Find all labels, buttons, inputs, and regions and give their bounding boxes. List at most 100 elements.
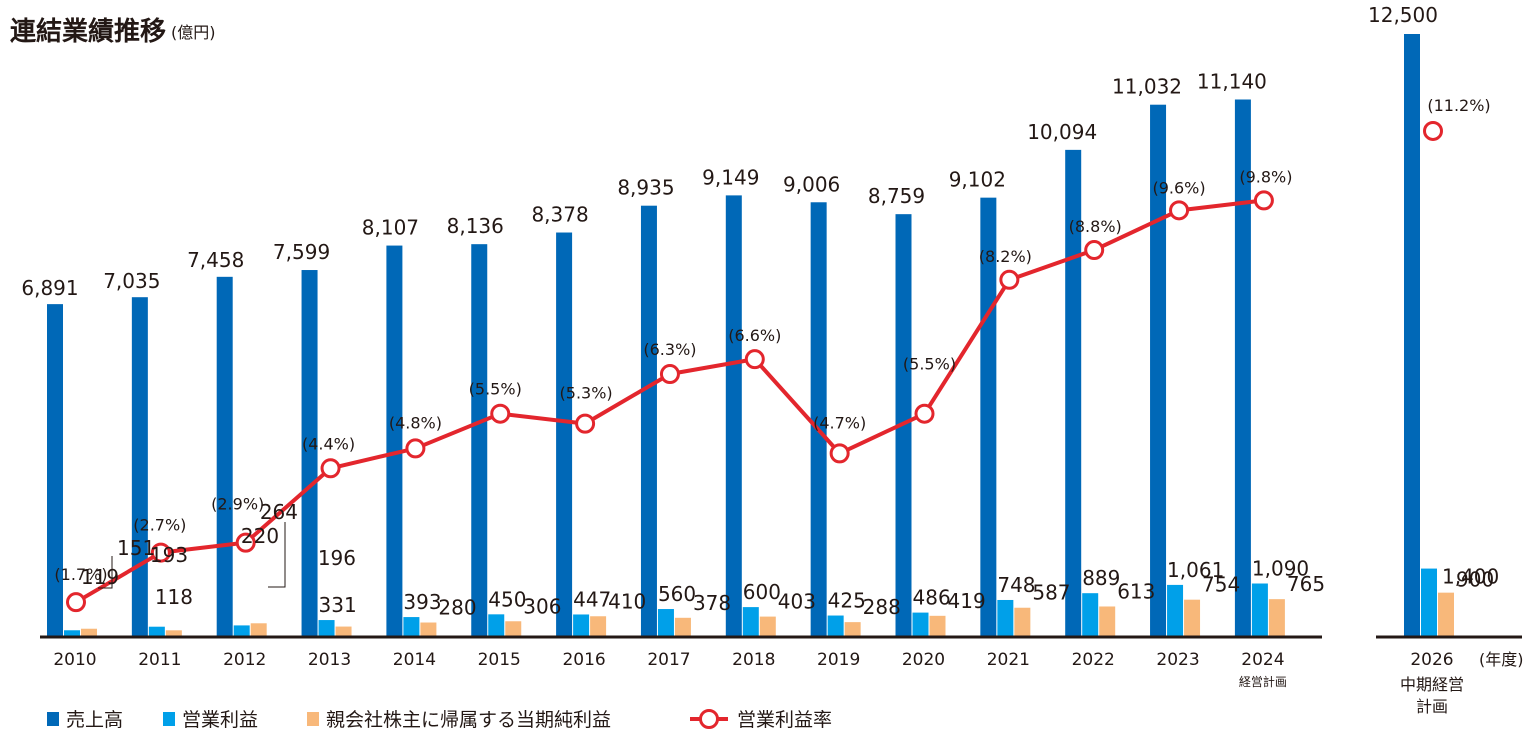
op-margin-value-label: (2.9%) <box>211 495 264 514</box>
net-income-value-label: 587 <box>1032 581 1070 605</box>
plan-sales-value-label: 12,500 <box>1368 3 1438 27</box>
sales-bar-2015 <box>471 244 488 637</box>
x-tick-label: 2013 <box>308 650 351 670</box>
sales-value-label: 7,035 <box>103 269 160 293</box>
legend-swatch-op-income <box>163 712 175 726</box>
op-margin-point <box>659 364 680 385</box>
x-tick-label: 2010 <box>53 650 96 670</box>
op-income-value-label: 1,090 <box>1252 557 1309 581</box>
net-income-bar-2014 <box>420 622 437 636</box>
net-income-value-label: 378 <box>693 591 731 615</box>
op-income-bar-2022 <box>1082 593 1099 636</box>
sales-bar-2012 <box>216 276 233 636</box>
x-tick-label: 2019 <box>817 650 860 670</box>
legend-swatch-sales <box>47 712 59 726</box>
op-margin-value-label: (6.3%) <box>643 340 696 359</box>
net-income-value-label: 196 <box>318 546 356 570</box>
legend-swatch-net-income <box>307 712 319 726</box>
net-income-bar-2019 <box>844 622 861 636</box>
op-margin-point <box>405 438 426 459</box>
x-tick-note: 経営計画 <box>1239 674 1287 689</box>
sales-bar-2014 <box>386 245 403 636</box>
op-income-value-label: 393 <box>403 590 441 614</box>
net-income-bar-2018 <box>759 616 776 636</box>
x-tick-label: 2018 <box>732 650 775 670</box>
plan-x-tick-label: 2026 <box>1410 650 1453 670</box>
net-income-bar-2020 <box>929 615 946 636</box>
sales-bar-2013 <box>301 270 318 636</box>
op-income-bar-2015 <box>488 614 505 636</box>
op-income-value-label: 119 <box>81 565 119 589</box>
net-income-bar-2012 <box>250 623 267 636</box>
net-income-value-label: 410 <box>608 589 646 613</box>
net-income-bar-2021 <box>1014 607 1031 636</box>
op-income-value-label: 560 <box>658 582 696 606</box>
op-margin-point <box>829 443 850 464</box>
op-margin-value-label: (8.8%) <box>1069 217 1122 236</box>
sales-bar-2010 <box>47 304 63 636</box>
sales-value-label: 7,599 <box>273 240 330 264</box>
chart-title: 連結業績推移 <box>10 16 166 47</box>
op-income-value-label: 425 <box>828 589 866 613</box>
net-income-bar-2010 <box>81 628 97 636</box>
sales-bar-2024 <box>1234 99 1251 636</box>
net-income-bar-2013 <box>335 626 352 636</box>
x-tick-label: 2024 <box>1241 650 1284 670</box>
op-margin-value-label: (5.5%) <box>469 380 522 399</box>
sales-bar-2022 <box>1065 149 1082 636</box>
x-tick-label: 2023 <box>1156 650 1199 670</box>
op-income-value-label: 748 <box>997 573 1035 597</box>
net-income-value-label: 118 <box>155 585 193 609</box>
op-margin-point <box>744 349 765 370</box>
op-margin-point <box>320 458 341 479</box>
net-income-bar-2022 <box>1099 606 1116 636</box>
sales-value-label: 11,140 <box>1197 69 1267 93</box>
op-margin-point <box>1084 240 1105 261</box>
net-income-bar-2016 <box>590 616 607 636</box>
op-income-bar-2010 <box>64 630 80 636</box>
op-margin-value-label: (2.7%) <box>133 516 186 535</box>
legend-label-net-income: 親会社株主に帰属する当期純利益 <box>326 709 611 731</box>
leader-line <box>98 556 113 589</box>
op-margin-value-label: (9.6%) <box>1152 178 1205 197</box>
op-margin-point <box>575 413 596 434</box>
op-income-value-label: 450 <box>488 587 526 611</box>
net-income-bar-2023 <box>1184 599 1201 636</box>
x-tick-label: 2011 <box>138 650 181 670</box>
sales-bar-2023 <box>1150 104 1167 637</box>
sales-value-label: 6,891 <box>21 276 78 300</box>
x-tick-label: 2012 <box>223 650 266 670</box>
sales-bar-2018 <box>725 195 742 636</box>
x-tick-label: 2015 <box>478 650 521 670</box>
sales-bar-2016 <box>556 232 573 637</box>
plan-net-income-value-label: 900 <box>1456 568 1494 592</box>
op-margin-value-label: (1.7%) <box>54 565 107 584</box>
net-income-value-label: 306 <box>523 594 561 618</box>
legend-label-sales: 売上高 <box>66 709 123 731</box>
sales-value-label: 8,107 <box>362 216 419 240</box>
op-income-value-label: 193 <box>150 543 188 567</box>
op-margin-value-label: (4.8%) <box>389 413 442 432</box>
plan-net-income-bar <box>1438 592 1454 636</box>
sales-value-label: 9,102 <box>949 168 1006 192</box>
op-margin-point <box>1169 200 1190 221</box>
plan-op-income-bar <box>1421 568 1437 636</box>
plan-x-tick-note: 計画 <box>1416 697 1448 716</box>
sales-value-label: 8,378 <box>531 203 588 227</box>
sales-value-label: 11,032 <box>1112 75 1182 99</box>
leader-line <box>268 522 286 588</box>
op-income-value-label: 600 <box>743 580 781 604</box>
op-margin-point <box>235 532 256 553</box>
x-tick-label: 2014 <box>393 650 436 670</box>
op-margin-value-label: (4.4%) <box>302 434 355 453</box>
legend-label-op-margin: 営業利益率 <box>737 709 832 731</box>
net-income-value-label: 419 <box>948 589 986 613</box>
plan-op-income-value-label: 1,400 <box>1442 565 1499 589</box>
x-tick-label: 2020 <box>902 650 945 670</box>
net-income-value-label: 613 <box>1117 579 1155 603</box>
net-income-value-label: 151 <box>117 536 155 560</box>
sales-value-label: 9,006 <box>783 172 840 196</box>
op-margin-value-label: (5.5%) <box>903 355 956 374</box>
op-income-value-label: 220 <box>241 524 279 548</box>
x-axis-unit: (年度) <box>1479 650 1524 669</box>
